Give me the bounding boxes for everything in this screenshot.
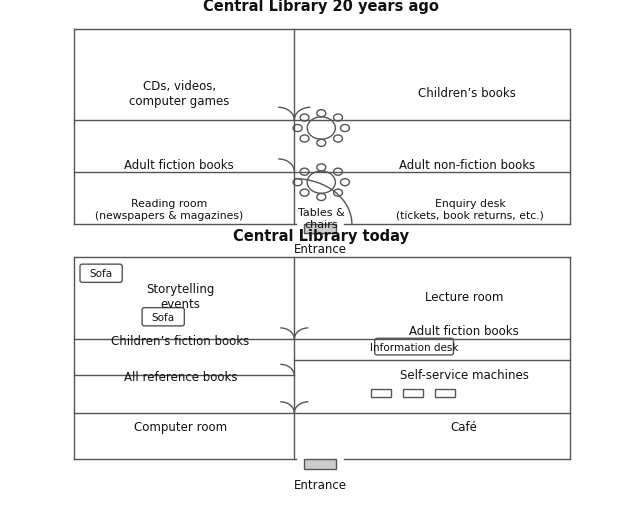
Bar [371, 389, 391, 397]
Text: Central Library 20 years ago: Central Library 20 years ago [204, 0, 439, 14]
Text: Adult fiction books: Adult fiction books [124, 159, 234, 172]
Text: Self-service machines: Self-service machines [399, 368, 529, 381]
Text: Children’s books: Children’s books [419, 87, 516, 100]
Text: All reference books: All reference books [124, 371, 237, 384]
Text: CDs, videos,
computer games: CDs, videos, computer games [129, 79, 229, 108]
Text: Enquiry desk
(tickets, book returns, etc.): Enquiry desk (tickets, book returns, etc… [396, 199, 545, 220]
Text: Children’s fiction books: Children’s fiction books [111, 334, 250, 347]
Text: Lecture room: Lecture room [425, 290, 503, 303]
Text: Entrance: Entrance [294, 243, 346, 256]
Text: Adult fiction books: Adult fiction books [409, 324, 519, 337]
Bar [435, 389, 455, 397]
Bar [305, 460, 335, 469]
Text: Tables &
chairs: Tables & chairs [298, 208, 345, 229]
Text: Central Library today: Central Library today [233, 228, 410, 243]
Bar [403, 389, 423, 397]
Text: Sofa: Sofa [152, 312, 175, 322]
Text: Storytelling
events: Storytelling events [147, 282, 214, 311]
Text: Sofa: Sofa [90, 269, 113, 279]
Text: Computer room: Computer room [134, 420, 227, 433]
Text: Café: Café [451, 420, 477, 433]
Bar [305, 225, 335, 234]
Text: Adult non-fiction books: Adult non-fiction books [399, 159, 535, 172]
Text: Information desk: Information desk [370, 342, 458, 352]
Text: Reading room
(newspapers & magazines): Reading room (newspapers & magazines) [95, 199, 244, 220]
Text: Entrance: Entrance [294, 478, 346, 491]
